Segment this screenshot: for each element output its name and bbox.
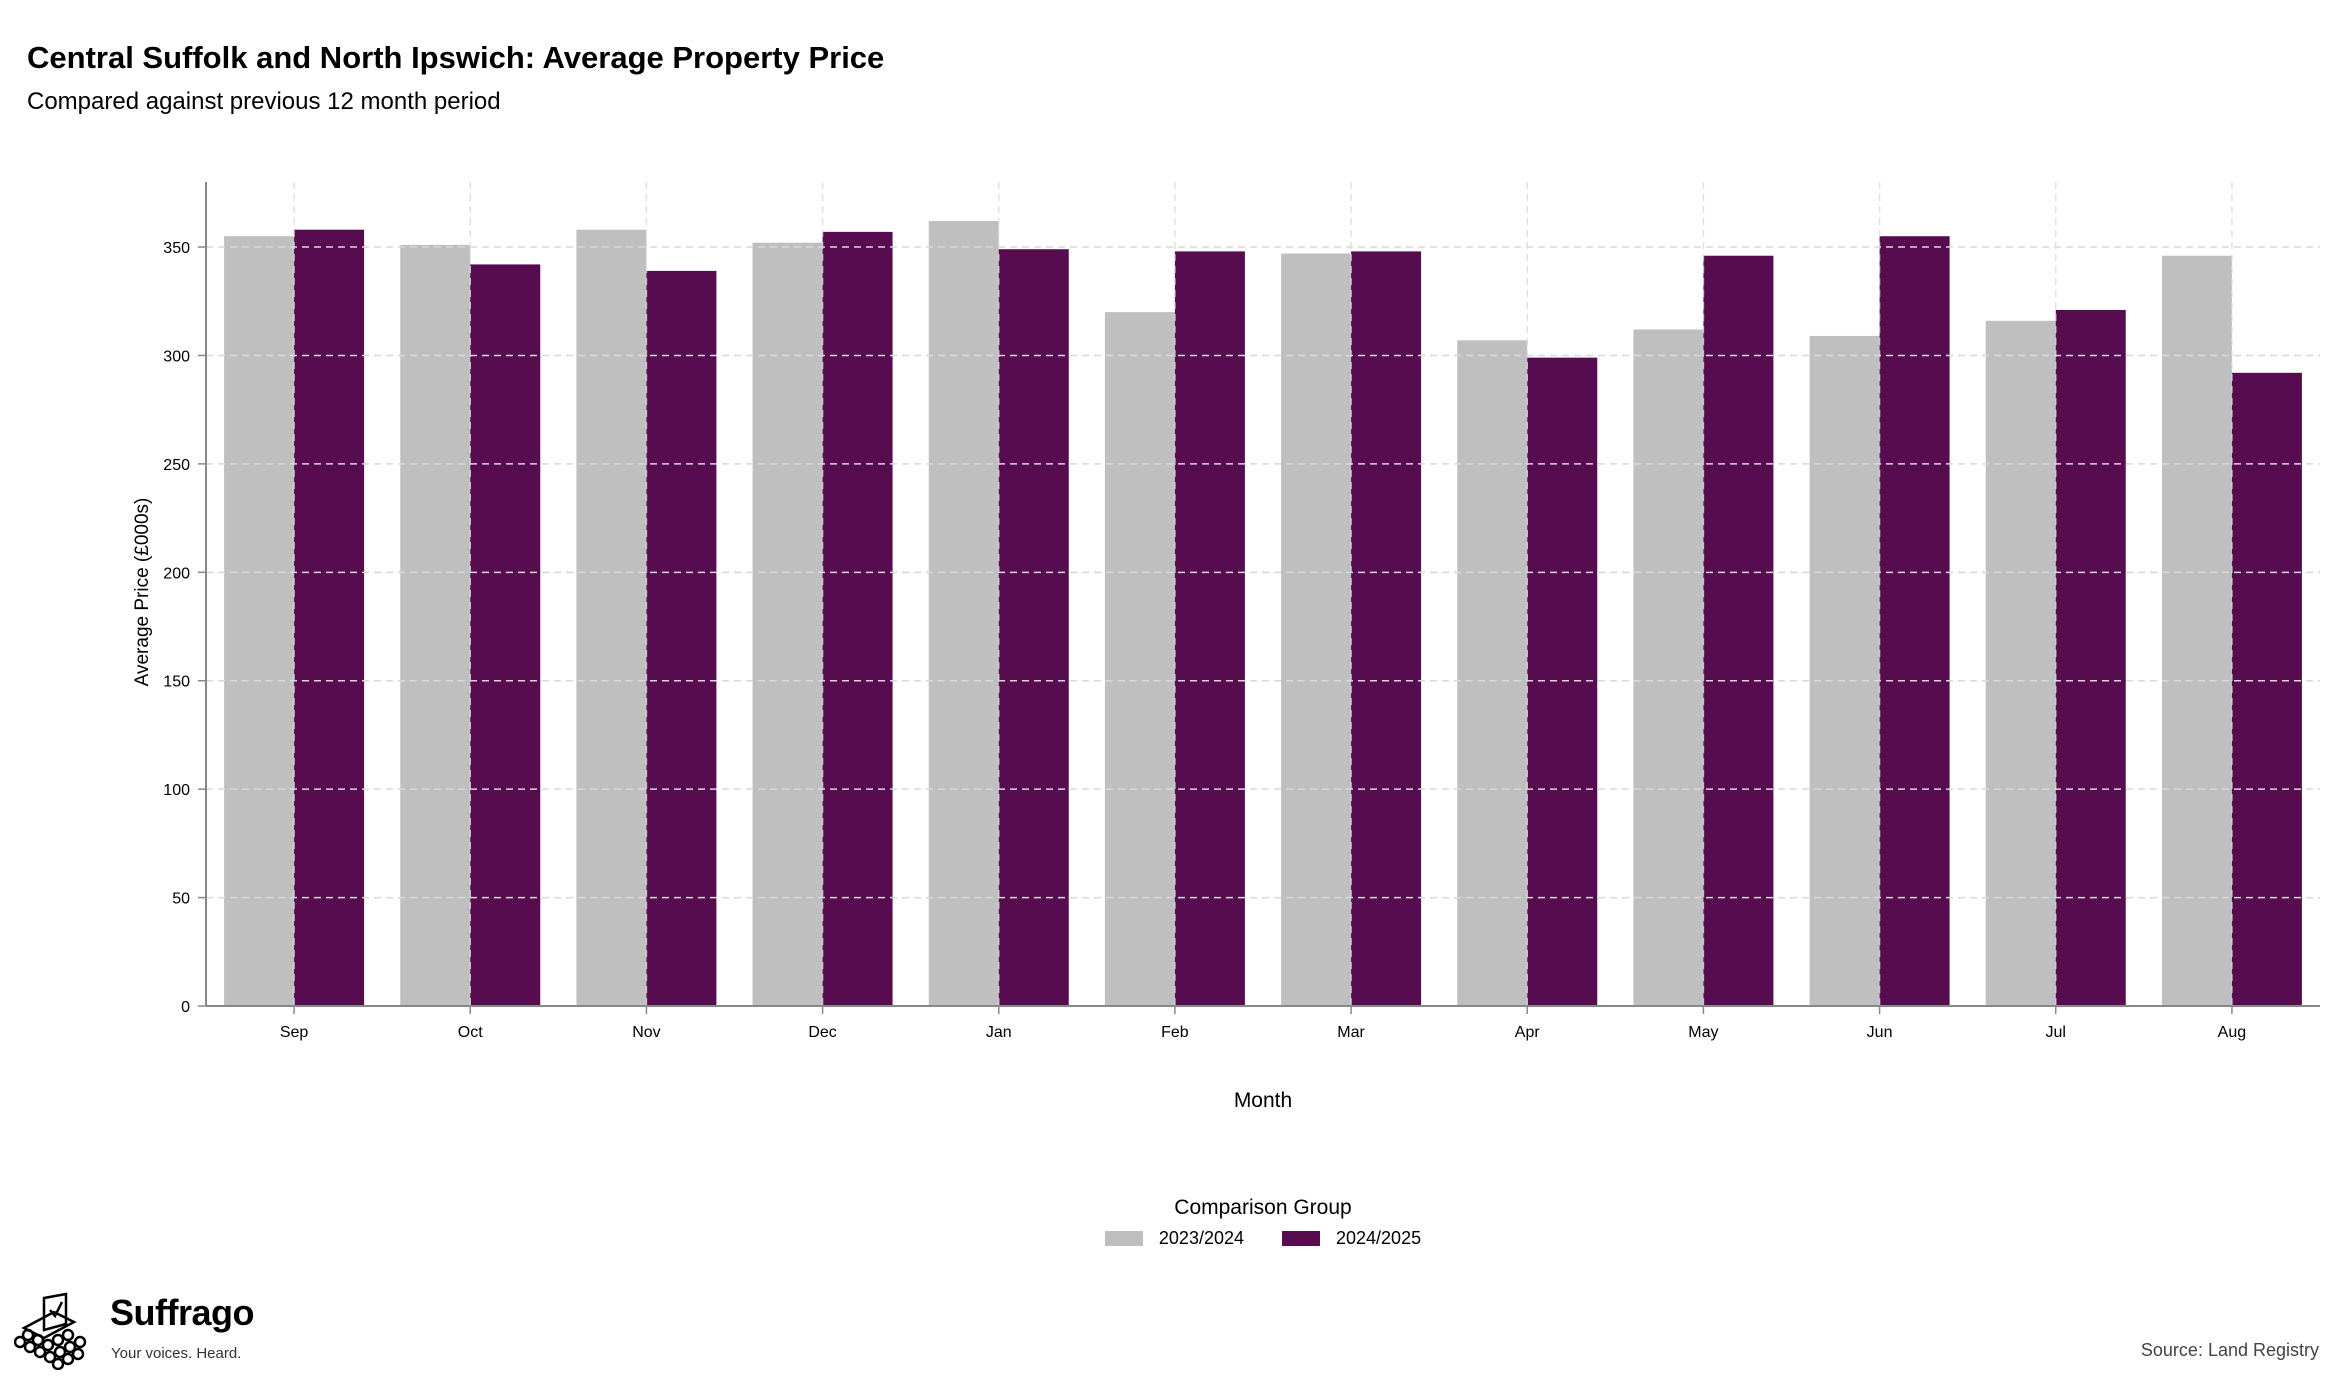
x-tick-label: Apr [1515,1024,1541,1041]
y-tick-label: 50 [172,891,190,908]
bars [224,221,2302,1007]
bar-2024-2025-jan [998,249,1069,1006]
bar-2024-2025-mar [1351,251,1422,1007]
x-tick-label: Oct [458,1024,483,1041]
bar-2024-2025-nov [646,270,717,1006]
bar-2023-2024-nov [576,229,647,1006]
legend-title: Comparison Group [1174,1196,1352,1219]
bar-2024-2025-oct [470,264,541,1006]
x-tick-label: May [1688,1024,1718,1041]
y-tick-label: 350 [163,240,190,257]
bar-2023-2024-may [1633,329,1704,1006]
bar-2023-2024-jan [928,221,999,1006]
x-tick-label: Sep [280,1024,309,1041]
bar-2024-2025-jun [1879,236,1950,1007]
x-tick-label: Aug [2218,1024,2246,1041]
legend-item-2024-2025: 2024/2025 [1282,1228,1421,1249]
legend-label: 2023/2024 [1158,1228,1244,1248]
bar-2023-2024-sep [224,236,295,1007]
brand-logo: Suffrago Your voices. Heard. [14,1290,274,1380]
bar-2024-2025-feb [1174,251,1245,1007]
bar-2023-2024-aug [2161,255,2232,1006]
x-tick-label: Jun [1867,1024,1893,1041]
bar-2024-2025-dec [822,231,893,1007]
y-axis-label: Average Price (£000s) [132,498,153,687]
x-tick-label: Feb [1161,1024,1189,1041]
bar-2023-2024-feb [1104,312,1175,1007]
x-tick-label: Nov [632,1024,660,1041]
legend-items: 2023/2024 2024/2025 [1104,1228,1421,1249]
brand-tagline: Your voices. Heard. [111,1345,242,1362]
legend-label: 2024/2025 [1336,1228,1422,1248]
legend: Comparison Group 2023/2024 2024/2025 [0,1196,2334,1251]
legend-item-2023-2024: 2023/2024 [1104,1228,1244,1249]
y-tick-label: 250 [163,457,190,474]
x-tick-label: Dec [808,1024,836,1041]
bar-chart: Month Average Price (£000s) 0 50 100 150 200… [132,182,2320,1112]
legend-swatch-2024-2025 [1282,1231,1320,1246]
y-tick-label: 150 [163,674,190,691]
chart-title: Central Suffolk and North Ipswich: Avera… [27,40,885,75]
bar-2023-2024-apr [1457,340,1528,1006]
y-tick-label: 100 [163,782,190,799]
bar-2023-2024-jun [1809,335,1880,1006]
bar-2023-2024-jul [1985,320,2056,1007]
grid-lines [206,182,2320,1006]
x-tick-label: Mar [1337,1024,1365,1041]
bar-2024-2025-jul [2055,309,2126,1006]
ballot-box-icon [14,1292,87,1370]
y-tick-label: 300 [163,348,190,365]
brand-name: Suffrago [110,1292,255,1333]
legend-swatch-2023-2024 [1104,1231,1143,1246]
bar-2024-2025-aug [2231,372,2302,1006]
bar-2023-2024-oct [400,244,471,1006]
y-tick-label: 0 [181,999,190,1016]
x-tick-label: Jan [986,1024,1012,1041]
bar-2023-2024-dec [752,242,823,1006]
source-note: Source: Land Registry [2140,1340,2319,1360]
bar-2024-2025-may [1703,255,1774,1006]
x-tick-label: Jul [2046,1024,2066,1041]
axes: 0 50 100 150 200 250 300 350 Sep Oct Nov Dec Jan Feb M… [163,182,2320,1041]
bar-2023-2024-mar [1281,253,1352,1007]
y-tick-label: 200 [163,565,190,582]
x-axis-label: Month [1234,1089,1292,1112]
chart-subtitle: Compared against previous 12 month perio… [27,88,501,115]
bar-2024-2025-apr [1527,357,1598,1007]
bar-2024-2025-sep [294,229,365,1006]
